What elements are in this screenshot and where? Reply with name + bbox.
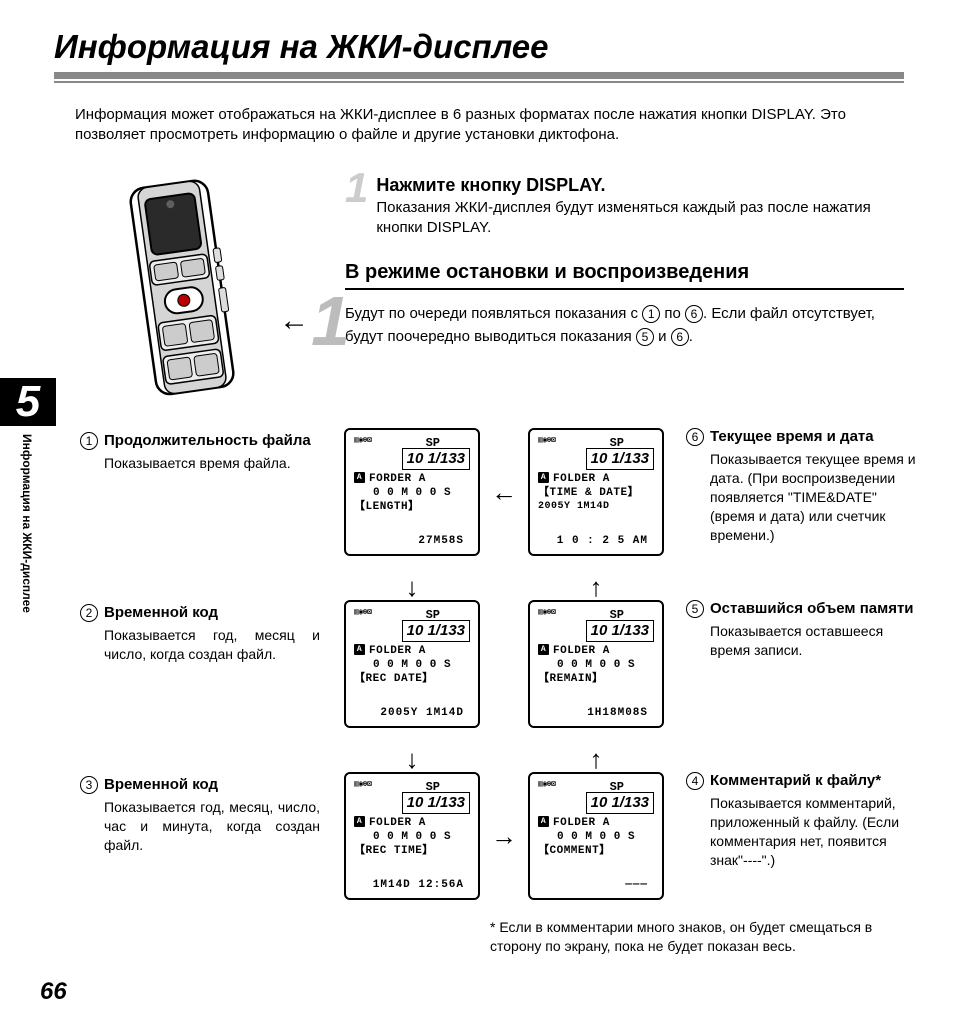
- intro-text: Информация может отображаться на ЖКИ-дис…: [50, 105, 904, 146]
- sub-b: по: [660, 305, 685, 322]
- arrow-up-icon: ↑: [524, 574, 668, 600]
- lcd-1: ▥◉⊕⊠ SP 10 1/133 AFORDER A 0 0 M 0 0 S 【…: [344, 428, 480, 556]
- lcd-6: ▥◉⊕⊠ SP 10 1/133 AFOLDER A 【TIME & DATE】…: [528, 428, 664, 556]
- d4-num: 4: [686, 772, 704, 790]
- d4-body: Показывается комментарий, приложенный к …: [686, 794, 918, 870]
- step1-body: Показания ЖКИ-дисплея будут изменяться к…: [376, 198, 904, 237]
- page-title: Информация на ЖКИ-дисплее: [50, 28, 904, 66]
- subsection-title: В режиме остановки и воспроизведения: [345, 261, 904, 290]
- d6-body: Показывается текущее время и дата. (При …: [686, 450, 918, 544]
- d6-num: 6: [686, 428, 704, 446]
- circ-5: 5: [636, 328, 654, 346]
- d5-head: Оставшийся объем памяти: [710, 600, 918, 617]
- lcd-3: ▥◉⊕⊠ SP 10 1/133 AFOLDER A 0 0 M 0 0 S 【…: [344, 772, 480, 900]
- subsection-body: Будут по очереди появляться показания с …: [345, 302, 904, 349]
- d2-num: 2: [80, 604, 98, 622]
- d4-head: Комментарий к файлу*: [710, 772, 881, 789]
- footnote: * Если в комментарии много знаков, он бу…: [50, 918, 904, 956]
- callout-number-1: 1: [311, 293, 350, 349]
- d3-num: 3: [80, 776, 98, 794]
- d1-head: Продолжительность файла: [104, 432, 311, 449]
- d5-body: Показывается оставшееся время записи.: [686, 622, 918, 660]
- circ-6b: 6: [671, 328, 689, 346]
- d1-body: Показывается время файла.: [80, 454, 320, 473]
- arrow-left-icon: ←: [484, 477, 524, 508]
- pointer-arrow: ←: [279, 304, 309, 338]
- arrow-down-icon: ↓: [340, 746, 484, 772]
- device-illustration: [105, 175, 265, 400]
- step-ghost-1: 1: [345, 169, 368, 207]
- d3-body: Показывается год, месяц, число, час и ми…: [80, 798, 320, 855]
- lcd-4: ▥◉⊕⊠ SP 10 1/133 AFOLDER A 0 0 M 0 0 S 【…: [528, 772, 664, 900]
- title-underline: [50, 72, 904, 83]
- d1-num: 1: [80, 432, 98, 450]
- step1-title-prefix: Нажмите кнопку: [376, 175, 526, 195]
- d2-body: Показывается год, месяц и число, когда с…: [80, 626, 320, 664]
- d5-num: 5: [686, 600, 704, 618]
- arrow-up-icon: ↑: [524, 746, 668, 772]
- circ-6: 6: [685, 305, 703, 323]
- page-number: 66: [40, 978, 67, 1006]
- section-tab-number: 5: [0, 378, 56, 426]
- sub-e: .: [689, 328, 693, 345]
- step1-title-bold: DISPLAY.: [526, 175, 605, 195]
- circ-1: 1: [642, 305, 660, 323]
- d3-head: Временной код: [104, 776, 218, 793]
- lcd-5: ▥◉⊕⊠ SP 10 1/133 AFOLDER A 0 0 M 0 0 S 【…: [528, 600, 664, 728]
- arrow-right-icon: →: [484, 821, 524, 852]
- lcd-2: ▥◉⊕⊠ SP 10 1/133 AFOLDER A 0 0 M 0 0 S 【…: [344, 600, 480, 728]
- arrow-down-icon: ↓: [340, 574, 484, 600]
- section-tab-label: Информация на ЖКИ-дисплее: [20, 434, 34, 613]
- d2-head: Временной код: [104, 604, 218, 621]
- sub-a: Будут по очереди появляться показания с: [345, 305, 642, 322]
- sub-d: и: [654, 328, 671, 345]
- step1-title: Нажмите кнопку DISPLAY.: [376, 175, 605, 195]
- d6-head: Текущее время и дата: [710, 428, 874, 445]
